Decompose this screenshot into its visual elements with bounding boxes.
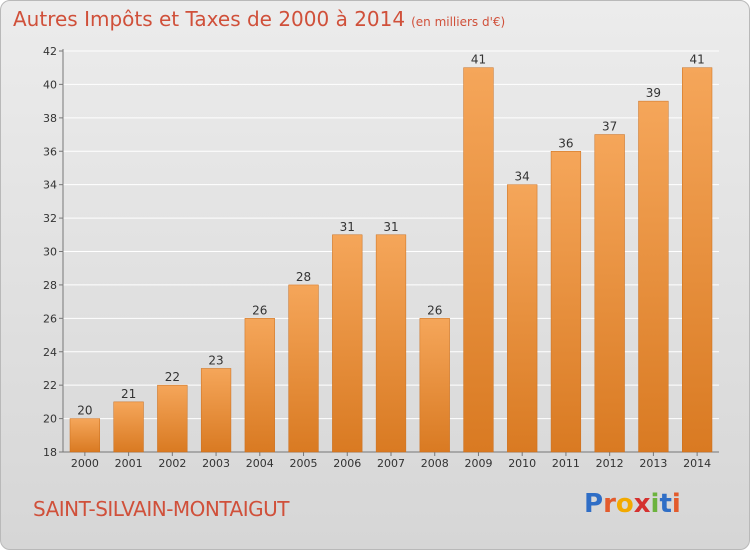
data-label-2008: 26 [427, 303, 442, 317]
chart-subtitle: (en milliers d'€) [411, 15, 506, 29]
data-label-2014: 41 [689, 53, 704, 67]
bar-2004 [244, 318, 275, 453]
y-tick-label: 42 [43, 45, 57, 58]
logo-letter: i [650, 489, 660, 519]
bar-2008 [419, 318, 450, 453]
bar-2012 [594, 134, 625, 453]
x-tick-label: 2011 [552, 457, 580, 470]
bar-2002 [157, 384, 188, 453]
y-tick-label: 40 [43, 78, 57, 91]
data-label-2003: 23 [208, 353, 223, 367]
x-tick-label: 2003 [202, 457, 230, 470]
x-tick-label: 2009 [464, 457, 492, 470]
data-label-2001: 21 [121, 387, 136, 401]
x-tick-label: 2001 [115, 457, 143, 470]
y-tick-label: 32 [43, 212, 57, 225]
data-label-2006: 31 [340, 220, 355, 234]
x-tick-label: 2007 [377, 457, 405, 470]
y-tick-label: 22 [43, 379, 57, 392]
x-tick-label: 2006 [333, 457, 361, 470]
bar-2007 [375, 234, 407, 453]
data-label-2004: 26 [252, 303, 267, 317]
bar-2001 [113, 401, 144, 453]
y-tick-label: 36 [43, 145, 57, 158]
x-tick-label: 2012 [596, 457, 624, 470]
x-tick-label: 2013 [639, 457, 667, 470]
logo-letter: o [615, 489, 634, 519]
y-tick-label: 34 [43, 179, 57, 192]
data-label-2010: 34 [515, 170, 530, 184]
bar-2006 [332, 234, 363, 453]
x-tick-label: 2004 [246, 457, 274, 470]
bar-2014 [682, 67, 713, 453]
y-tick-label: 24 [43, 346, 57, 359]
chart-title: Autres Impôts et Taxes de 2000 à 2014 (en… [13, 7, 505, 31]
chart-title-text: Autres Impôts et Taxes de 2000 à 2014 [13, 7, 406, 31]
bar-2010 [507, 184, 538, 453]
logo-letter: t [659, 489, 672, 519]
data-label-2002: 22 [165, 370, 180, 384]
x-tick-label: 2005 [290, 457, 318, 470]
x-tick-label: 2000 [71, 457, 99, 470]
bar-2013 [638, 100, 669, 453]
data-label-2011: 36 [558, 136, 573, 150]
bar-2003 [200, 368, 232, 453]
x-tick-label: 2014 [683, 457, 711, 470]
data-label-2012: 37 [602, 120, 617, 134]
logo-letter: x [633, 489, 651, 519]
logo-letter: r [603, 489, 616, 519]
y-tick-label: 38 [43, 112, 57, 125]
logo-letter: P [584, 489, 604, 519]
data-label-2013: 39 [646, 86, 661, 100]
y-tick-label: 30 [43, 246, 57, 259]
proxiti-logo: Proxiti [584, 489, 681, 519]
commune-name: SAINT-SILVAIN-MONTAIGUT [33, 497, 289, 521]
data-label-2009: 41 [471, 53, 486, 67]
x-tick-label: 2008 [421, 457, 449, 470]
bar-2009 [463, 67, 494, 453]
y-tick-label: 18 [43, 446, 57, 459]
bar-2011 [550, 151, 582, 453]
data-label-2000: 20 [77, 404, 92, 418]
x-tick-label: 2002 [158, 457, 186, 470]
y-tick-label: 20 [43, 413, 57, 426]
bar-2000 [69, 418, 100, 453]
y-tick-label: 28 [43, 279, 57, 292]
logo-letter: i [671, 489, 681, 519]
x-tick-label: 2010 [508, 457, 536, 470]
y-tick-label: 26 [43, 312, 57, 325]
data-label-2005: 28 [296, 270, 311, 284]
data-label-2007: 31 [383, 220, 398, 234]
bar-2005 [288, 284, 319, 453]
